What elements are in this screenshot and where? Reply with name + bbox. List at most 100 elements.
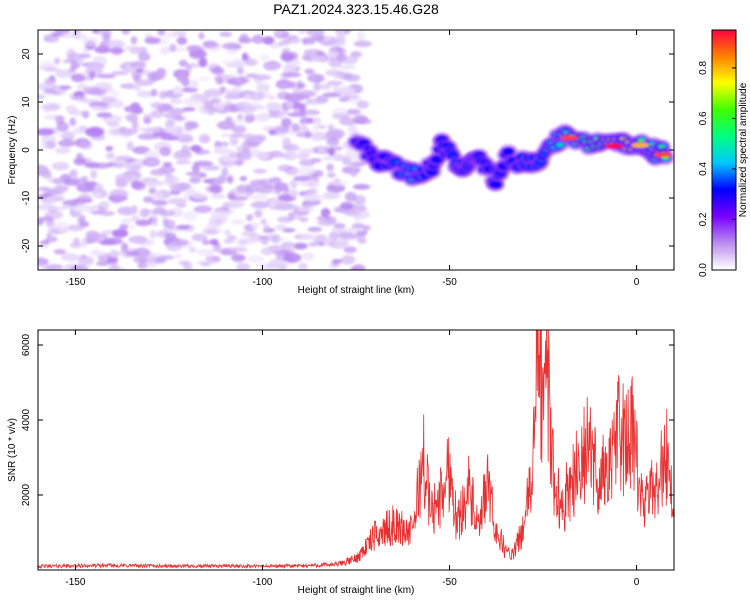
colorbar-step — [712, 178, 736, 181]
noise-blob — [290, 36, 300, 44]
noise-blob — [344, 191, 357, 202]
noise-blob — [263, 184, 276, 190]
x-tick-label: -50 — [442, 277, 457, 288]
x-tick-label: 0 — [634, 277, 640, 288]
noise-blob — [339, 117, 357, 126]
colorbar-step — [712, 70, 736, 73]
noise-blob — [144, 36, 161, 45]
noise-blob — [322, 156, 334, 161]
noise-blob — [130, 181, 145, 189]
colorbar-step — [712, 42, 736, 45]
noise-blob — [71, 130, 85, 135]
noise-blob — [120, 127, 138, 135]
colorbar-step — [712, 172, 736, 175]
noise-blob — [183, 97, 202, 107]
noise-blob — [219, 86, 226, 94]
noise-blob — [89, 105, 105, 110]
noise-blob — [143, 113, 158, 118]
noise-blob — [150, 101, 163, 109]
noise-blob — [277, 164, 293, 172]
colorbar-step — [712, 78, 736, 81]
noise-blob — [142, 127, 161, 133]
noise-blob — [183, 261, 193, 270]
colorbar-step — [712, 92, 736, 95]
noise-blob — [47, 237, 56, 243]
colorbar-step — [712, 98, 736, 101]
colorbar-step — [712, 210, 736, 213]
noise-blob — [230, 118, 249, 125]
colorbar-step — [712, 46, 736, 49]
noise-blob — [162, 161, 173, 167]
colorbar: 0.0 0.2 0.4 0.6 0.8 Normalized spectral ampl… — [698, 29, 749, 277]
noise-blob — [215, 145, 223, 154]
noise-blob — [105, 152, 115, 160]
noise-blob — [77, 193, 92, 203]
colorbar-step — [712, 38, 736, 41]
noise-blob — [315, 51, 326, 56]
noise-blob — [130, 60, 147, 70]
colorbar-step — [712, 144, 736, 147]
colorbar-step — [712, 246, 736, 249]
colorbar-step — [712, 226, 736, 229]
colorbar-step — [712, 124, 736, 127]
noise-blob — [282, 72, 302, 78]
colorbar-step — [712, 44, 736, 47]
noise-blob — [335, 30, 346, 39]
noise-blob — [226, 48, 238, 55]
colorbar-step — [712, 30, 736, 33]
noise-blob — [158, 165, 176, 174]
noise-blob — [59, 85, 72, 90]
noise-blob — [268, 258, 285, 268]
colorbar-step — [712, 120, 736, 123]
noise-blob — [298, 148, 318, 154]
colorbar-tick-label: 0.0 — [698, 263, 709, 277]
noise-blob — [332, 40, 346, 46]
noise-blob — [128, 225, 136, 230]
noise-blob — [265, 95, 276, 100]
noise-blob — [308, 241, 321, 247]
colorbar-step — [712, 164, 736, 167]
noise-blob — [43, 34, 60, 43]
noise-blob — [55, 69, 73, 79]
colorbar-step — [712, 214, 736, 217]
noise-blob — [226, 235, 237, 240]
noise-blob — [299, 117, 308, 126]
noise-blob — [241, 146, 250, 156]
colorbar-step — [712, 104, 736, 107]
noise-blob — [172, 151, 192, 161]
noise-blob — [250, 222, 260, 230]
noise-blob — [139, 208, 150, 218]
noise-blob — [353, 118, 372, 125]
colorbar-step — [712, 228, 736, 231]
colorbar-step — [712, 184, 736, 187]
noise-blob — [287, 112, 306, 117]
noise-blob — [301, 252, 315, 261]
colorbar-step — [712, 186, 736, 189]
noise-blob — [233, 85, 241, 91]
noise-blob — [41, 142, 49, 150]
noise-blob — [243, 91, 253, 100]
colorbar-step — [712, 260, 736, 263]
noise-blob — [326, 163, 334, 172]
noise-blob — [77, 255, 94, 266]
noise-blob — [306, 179, 316, 185]
colorbar-step — [712, 250, 736, 253]
noise-blob — [143, 116, 152, 124]
noise-blob — [268, 177, 282, 184]
snr-x-ticks: -150 -100 -50 0 — [65, 330, 640, 588]
colorbar-step — [712, 194, 736, 197]
noise-blob — [274, 30, 285, 37]
colorbar-step — [712, 150, 736, 153]
noise-blob — [239, 33, 249, 44]
noise-blob — [197, 149, 211, 155]
noise-blob — [169, 43, 177, 53]
colorbar-step — [712, 230, 736, 233]
colorbar-step — [712, 52, 736, 55]
noise-blob — [238, 239, 250, 244]
colorbar-step — [712, 154, 736, 157]
noise-blob — [317, 219, 337, 226]
noise-blob — [241, 231, 257, 237]
noise-blob — [307, 73, 325, 83]
noise-blob — [212, 101, 226, 110]
